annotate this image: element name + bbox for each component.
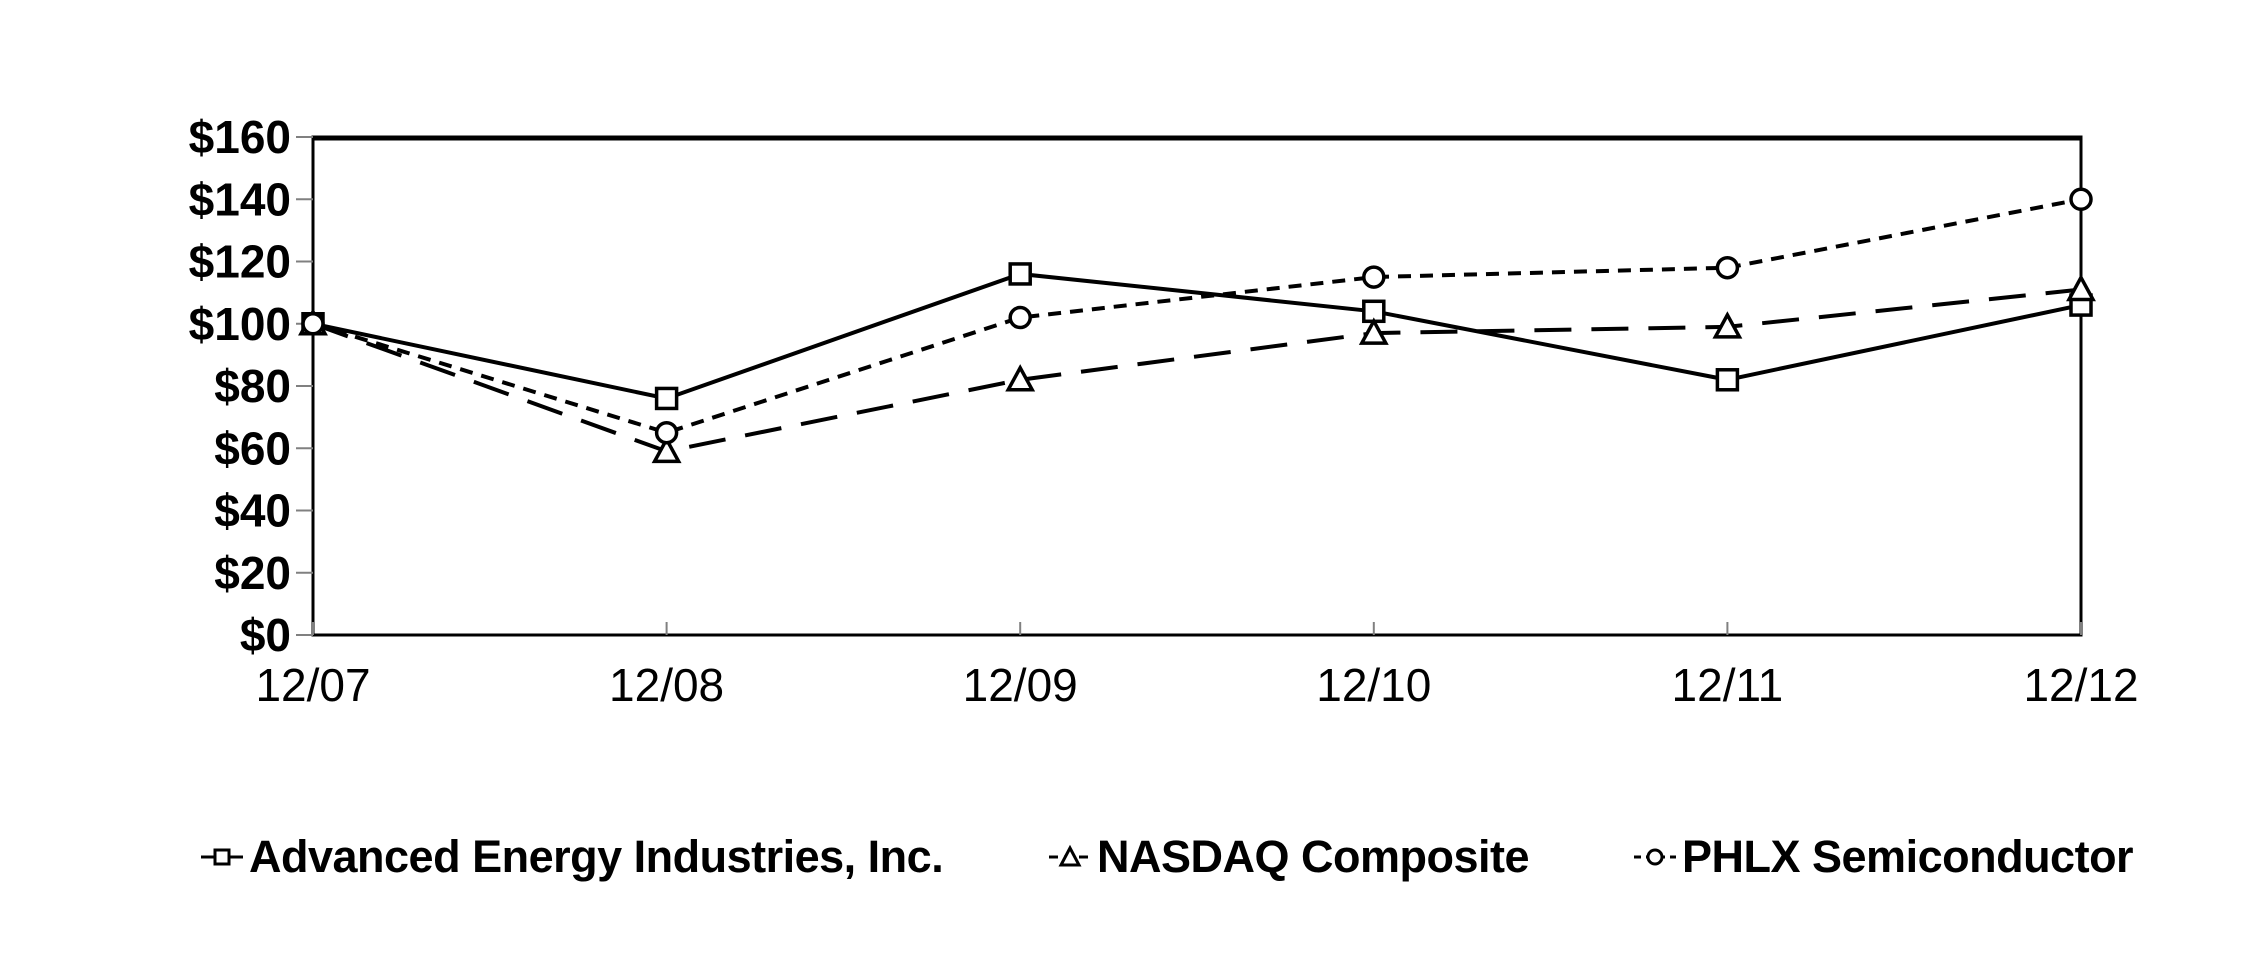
x-tick-label: 12/10: [1316, 659, 1431, 711]
y-tick-label: $160: [189, 111, 291, 163]
y-tick-label: $20: [214, 547, 291, 599]
y-tick-label: $140: [189, 173, 291, 225]
x-axis: 12/07 12/08 12/09 12/10 12/11 12/12: [255, 622, 2139, 711]
y-tick-label: $80: [214, 360, 291, 412]
series-line-circle: [312, 197, 2082, 435]
y-tick-label: $60: [214, 422, 291, 474]
series-markers-circle: [301, 187, 2093, 445]
y-tick-label: $120: [189, 236, 291, 288]
y-tick-label: $100: [189, 298, 291, 350]
x-tick-label: 12/11: [1672, 659, 1784, 711]
x-tick-label: 12/09: [963, 659, 1078, 711]
series-line-square: [312, 271, 2082, 401]
y-tick-label: $0: [240, 609, 291, 661]
y-tick-label: $40: [214, 485, 291, 537]
x-tick-label: 12/12: [2023, 659, 2138, 711]
y-axis: $0 $20 $40 $60 $80 $100 $120 $140 $160: [189, 111, 313, 661]
series-markers-triangle: [298, 273, 2096, 464]
series-line-triangle: [312, 287, 2082, 454]
x-tick-label: 12/08: [609, 659, 724, 711]
plot-frame: [311, 135, 2083, 637]
series-markers-square: [301, 262, 2093, 411]
x-tick-label: 12/07: [255, 659, 370, 711]
